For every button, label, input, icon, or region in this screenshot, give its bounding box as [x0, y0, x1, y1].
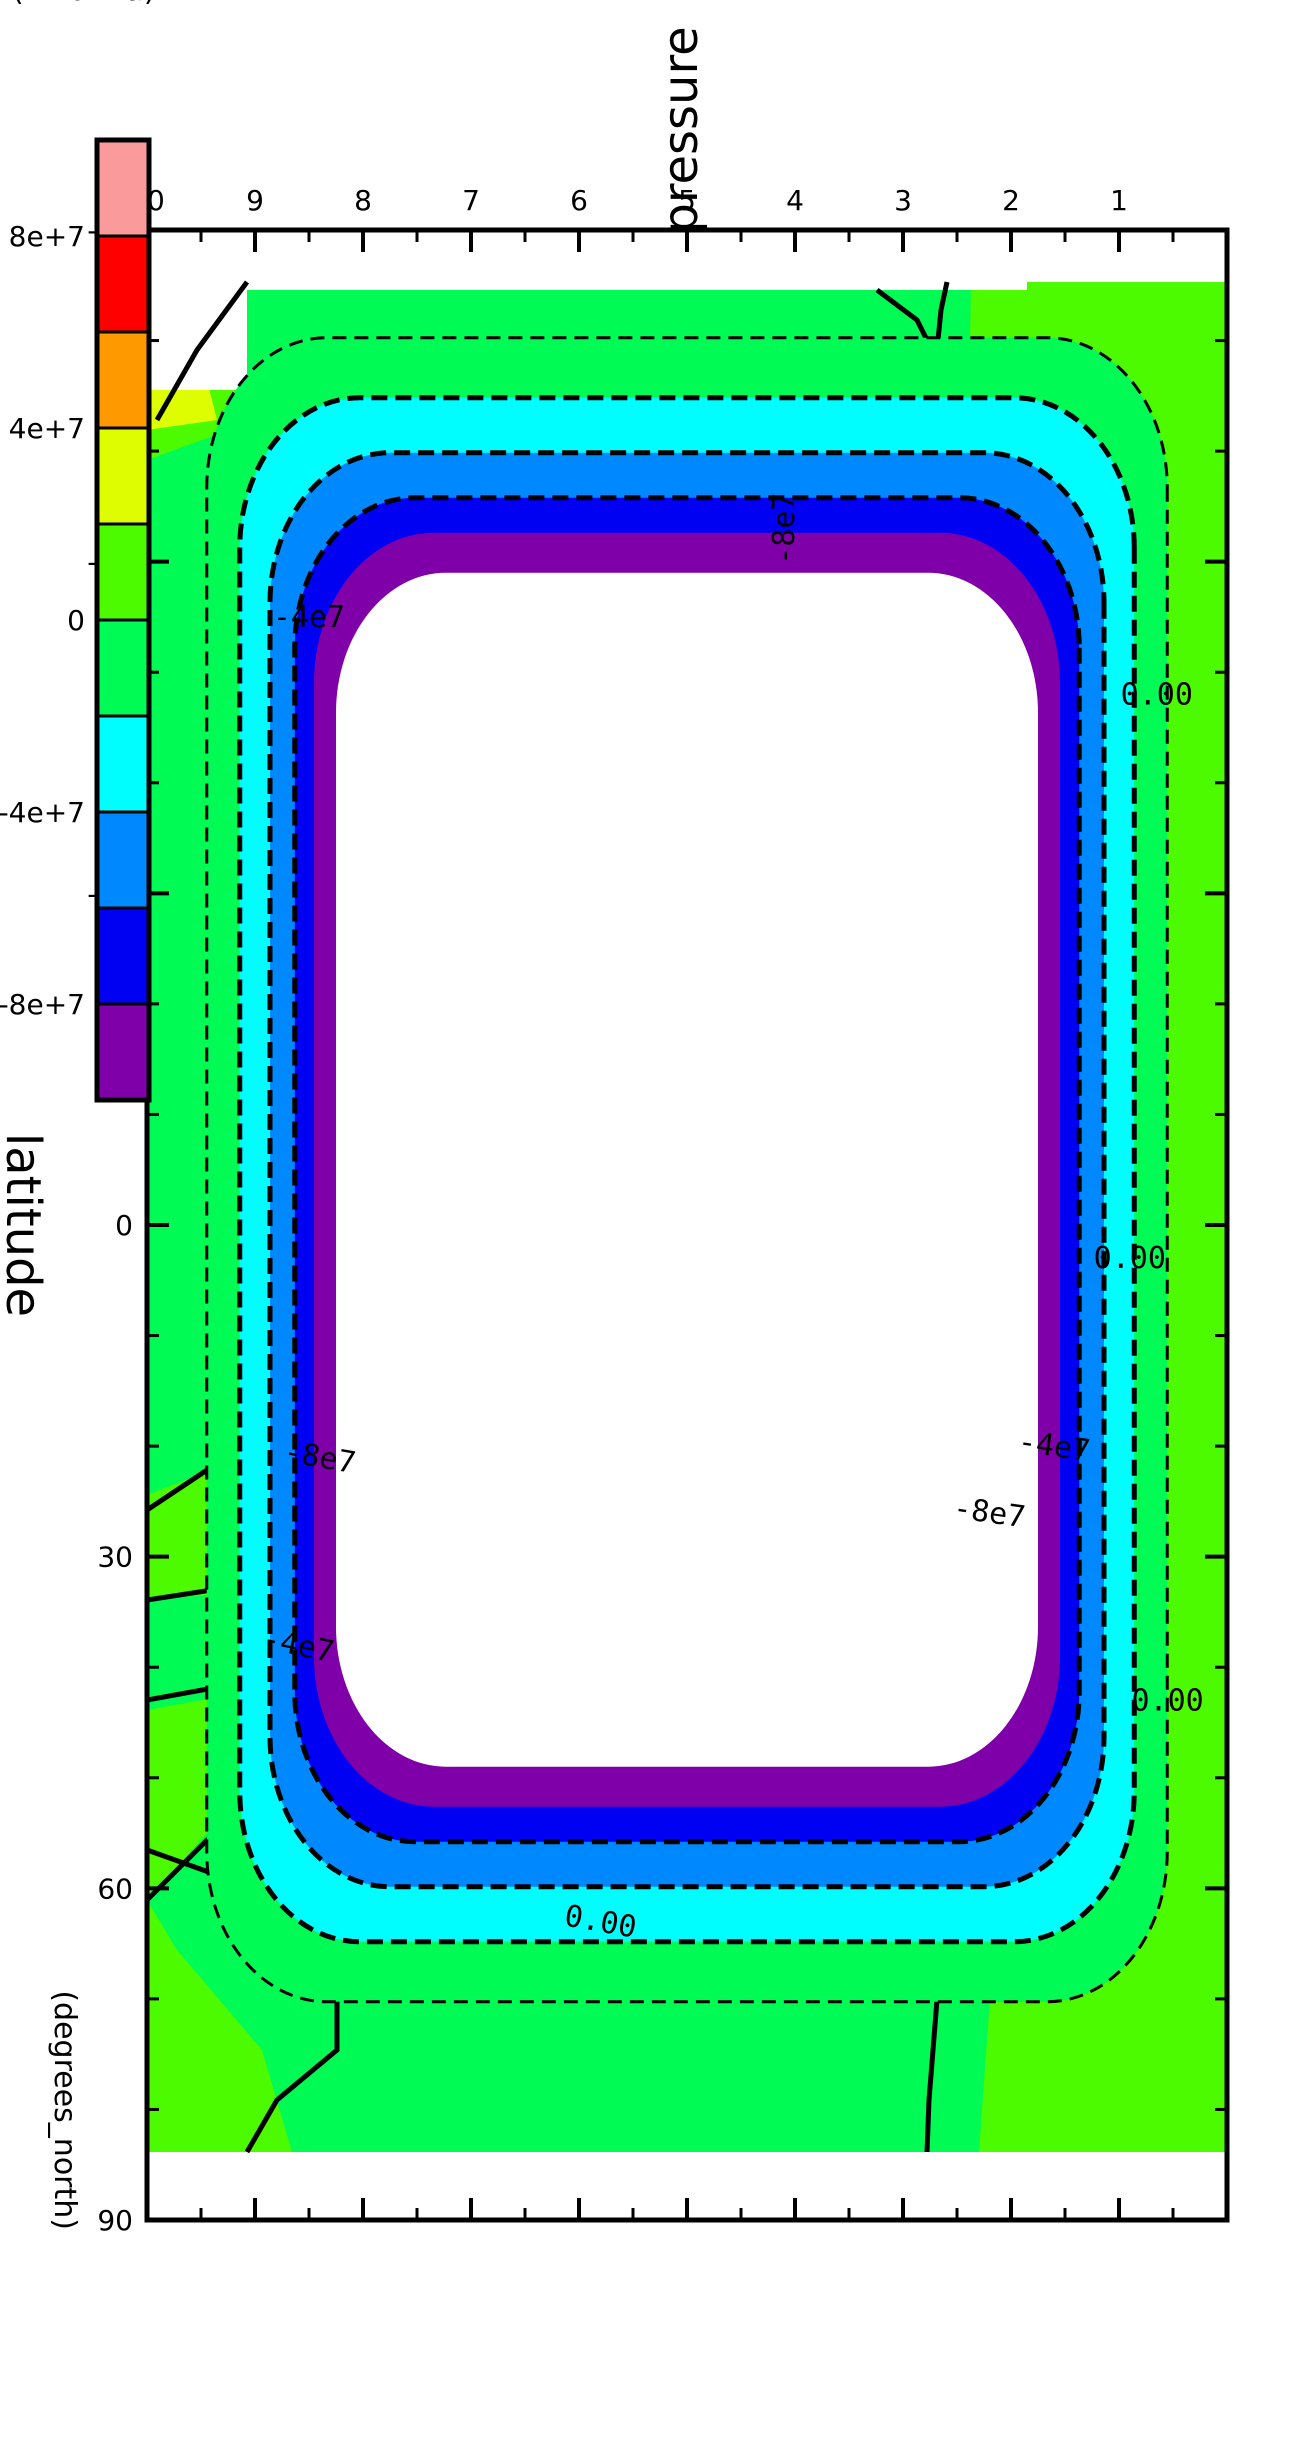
colorbar-swatch: [95, 522, 151, 622]
x-axis-unit: (degrees_north): [47, 1990, 82, 2230]
colorbar-swatch: [95, 1002, 151, 1102]
contour-zero-south: [154, 280, 250, 422]
colorbar-tick-label: -4e+7: [0, 796, 85, 829]
colorbar-tick-label: 0: [67, 604, 85, 637]
colorbar-tick-label: 8e+7: [9, 220, 85, 253]
y-tick-label: 5: [678, 184, 696, 217]
y-tick-label: 4: [786, 184, 804, 217]
contour-label: 0.00: [1131, 1683, 1203, 1718]
field-missing-b: [147, 230, 247, 390]
y-tick-label-group: 7: [462, 184, 480, 217]
y-tick-label: 2: [1002, 184, 1020, 217]
colorbar-swatch: [95, 714, 151, 814]
y-tick-label-group: 3: [894, 184, 912, 217]
y-tick-label-group: 1: [1110, 184, 1128, 217]
x-tick-label-group: 90: [97, 2204, 133, 2237]
colorbar-swatch: [95, 906, 151, 1006]
colorbar-swatch: [95, 330, 151, 430]
x-tick-label: 30: [97, 1541, 133, 1574]
y-axis-title: pressure: [653, 26, 709, 233]
contour-label-group: -4e7: [273, 600, 345, 635]
y-tick-label-group: 2: [1002, 184, 1020, 217]
colorbar-tick-label: -8e+7: [0, 988, 85, 1021]
contour-label: 0.00: [1094, 1241, 1166, 1276]
colorbar-tick-group: 0: [67, 604, 85, 637]
colorbar-tick-group: -4e+7: [0, 796, 85, 829]
y-tick-label-group: 5: [678, 184, 696, 217]
y-tick-label-group: 8: [354, 184, 372, 217]
y-axis-unit: (×10⁴ Pa): [12, 0, 155, 8]
field-missing-a: [147, 230, 1027, 290]
field-positive-high-lat: [147, 1900, 292, 2152]
y-tick-label: 9: [246, 184, 264, 217]
y-tick-label: 1: [1110, 184, 1128, 217]
y-axis-unit-group: (×10⁴ Pa): [12, 0, 155, 8]
field-below-min-core: [336, 572, 1038, 1767]
contour-label-group: 0.00: [1131, 1683, 1203, 1718]
colorbar: [94, 137, 152, 1103]
contour-cell: [205, 336, 1169, 2004]
x-tick-label: 60: [97, 1872, 133, 1905]
contour-label: 0.00: [1121, 677, 1193, 712]
contour-label: -4e7: [273, 600, 345, 635]
contour-label-group: 0.00: [1094, 1241, 1166, 1276]
y-tick-label: 3: [894, 184, 912, 217]
y-axis-title-group: pressure: [653, 26, 709, 233]
colorbar-tick-group: 8e+7: [9, 220, 85, 253]
colorbar-swatch: [95, 234, 151, 334]
x-axis-title: latitude: [0, 1133, 51, 1317]
x-tick-label-group: 60: [97, 1872, 133, 1905]
colorbar-labels: 8e+7 4e+7 0 -4e+7 -8e+7: [0, 220, 85, 1021]
x-tick-label: 0: [115, 1209, 133, 1242]
contour-label: -8e7: [767, 492, 802, 564]
y-tick-label: 7: [462, 184, 480, 217]
colorbar-swatch: [95, 810, 151, 910]
y-tick-label-group: 9: [246, 184, 264, 217]
y-tick-label-group: 4: [786, 184, 804, 217]
x-tick-label: 90: [97, 2204, 133, 2237]
y-tick-label-group: 6: [570, 184, 588, 217]
x-tick-label-group: 30: [97, 1541, 133, 1574]
y-tick-label: 6: [570, 184, 588, 217]
x-tick-label-group: 0: [115, 1209, 133, 1242]
colorbar-tick-group: -8e+7: [0, 988, 85, 1021]
colorbar-tick-label: 4e+7: [9, 412, 85, 445]
colorbar-frame: [94, 137, 152, 1103]
colorbar-swatch: [95, 426, 151, 526]
y-tick-label: 8: [354, 184, 372, 217]
colorbar-tick-group: 4e+7: [9, 412, 85, 445]
colorbar-swatch: [95, 138, 151, 238]
contour-label-group: 0.00: [1121, 677, 1193, 712]
colorbar-swatch: [95, 618, 151, 718]
contour-label-group: -8e7: [767, 492, 802, 564]
